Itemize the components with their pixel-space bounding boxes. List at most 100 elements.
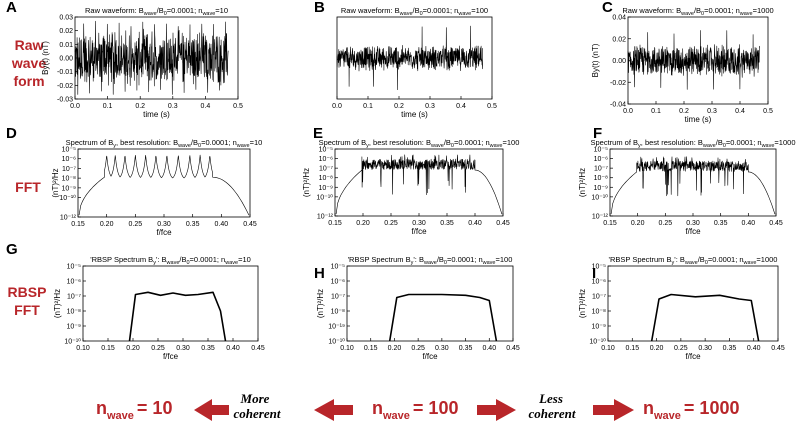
x-axis-label: f/fce xyxy=(685,352,701,361)
y-tick-label: 10⁻⁷ xyxy=(331,294,345,301)
title-text: ': B xyxy=(674,255,685,264)
y-tick-label: 10⁻⁸ xyxy=(62,176,76,183)
y-tick-label: 10⁻¹² xyxy=(592,214,609,221)
title-text: =100 xyxy=(495,255,512,264)
title-subscript: 0 xyxy=(723,143,726,149)
title-subscript: 0 xyxy=(705,260,708,266)
title-text: /B xyxy=(191,138,198,147)
y-tick-label: 10⁻¹⁰ xyxy=(59,194,76,202)
series-line xyxy=(388,293,498,342)
row-label-raw-waveform: Raw wave form xyxy=(11,37,46,89)
title-text: 'RBSP Spectrum B xyxy=(90,255,153,264)
x-tick-label: 0.1 xyxy=(363,103,373,110)
x-tick-label: 0.15 xyxy=(101,345,115,352)
n-subscript-2: wave xyxy=(382,410,410,422)
y-tick-label: 10⁻⁵ xyxy=(62,147,76,154)
x-tick-label: 0.45 xyxy=(769,220,783,227)
x-tick-label: 0.45 xyxy=(771,345,785,352)
x-tick-label: 0.30 xyxy=(698,345,712,352)
panel-title: 'RBSP Spectrum By': Bwave/B0=0.0001; nwa… xyxy=(90,255,251,266)
x-tick-label: 0.2 xyxy=(135,103,145,110)
x-tick-label: 0.40 xyxy=(482,345,496,352)
title-text: /B xyxy=(716,138,723,147)
title-text: , best resolution: B xyxy=(116,138,178,147)
title-subscript: y xyxy=(153,260,156,266)
title-subscript: wave xyxy=(143,11,157,17)
panel-letter: D xyxy=(6,125,17,142)
title-text: =0.0001; n xyxy=(190,255,226,264)
title-text: =0.0001; n xyxy=(454,138,490,147)
y-tick-label: 10⁻¹² xyxy=(317,214,334,221)
less-coherent-line2: coherent xyxy=(529,406,576,421)
n-wave-10-label: nwave = 10 xyxy=(96,398,172,422)
x-tick-label: 0.2 xyxy=(679,108,689,115)
y-tick-label: 10⁻⁹ xyxy=(594,185,608,192)
series-line xyxy=(78,154,250,216)
y-tick-label: 0.04 xyxy=(612,15,626,22)
title-text: =0.0001; n xyxy=(447,255,483,264)
panel-d: D Spectrum of By, best resolution: Bwave/… xyxy=(6,125,262,237)
n-wave-100-label: nwave = 100 xyxy=(372,398,458,422)
title-subscript: wave xyxy=(482,260,496,266)
title-text: Raw waveform: B xyxy=(341,6,400,15)
x-tick-label: 0.20 xyxy=(650,345,664,352)
y-tick-label: -0.02 xyxy=(610,80,626,87)
x-tick-label: 0.35 xyxy=(714,220,728,227)
panel-title: Spectrum of By, best resolution: Bwave/B… xyxy=(66,138,263,149)
x-axis-label: f/fce xyxy=(411,227,427,236)
x-tick-label: 0.4 xyxy=(201,103,211,110)
y-axis-label: (nT)²/Hz xyxy=(53,289,62,318)
title-subscript: wave xyxy=(201,11,215,17)
y-tick-label: 10⁻⁸ xyxy=(592,309,606,316)
y-axis-label: (nT)²/Hz xyxy=(578,289,587,318)
row-label-raw-line1: Raw xyxy=(15,37,44,53)
x-tick-label: 0.25 xyxy=(411,345,425,352)
x-tick-label: 0.15 xyxy=(603,220,617,227)
y-tick-label: 10⁻¹⁰ xyxy=(591,193,608,201)
y-tick-label: 10⁻⁸ xyxy=(594,175,608,182)
x-tick-label: 0.40 xyxy=(742,220,756,227)
less-coherent-line1: Less xyxy=(538,391,563,406)
x-tick-label: 0.35 xyxy=(459,345,473,352)
n-symbol-3: n xyxy=(643,398,654,418)
panel-a: A Raw waveform: Bwave/B0=0.0001; nwave=10… xyxy=(6,0,243,119)
more-coherent-line1: More xyxy=(240,391,270,406)
n-wave-10-value: = 10 xyxy=(137,398,173,418)
title-text: /B xyxy=(157,6,164,15)
x-tick-label: 0.20 xyxy=(631,220,645,227)
title-text: /B xyxy=(179,255,186,264)
n-wave-1000-value: = 1000 xyxy=(684,398,740,418)
title-subscript: y xyxy=(672,260,675,266)
n-symbol-2: n xyxy=(372,398,383,418)
n-subscript: wave xyxy=(106,410,134,422)
panel-h: H'RBSP Spectrum By': Bwave/B0=0.0001; nw… xyxy=(314,255,520,361)
series-line xyxy=(650,293,760,342)
panel-title: Raw waveform: Bwave/B0=0.0001; nwave=100… xyxy=(622,6,773,17)
x-tick-label: 0.3 xyxy=(168,103,178,110)
title-text: /B xyxy=(698,255,705,264)
title-text: , best resolution: B xyxy=(641,138,703,147)
y-tick-label: 0.00 xyxy=(59,56,73,63)
title-subscript: wave xyxy=(236,143,250,149)
x-tick-label: 0.20 xyxy=(126,345,140,352)
title-text: Spectrum of B xyxy=(591,138,639,147)
x-axis-label: f/fce xyxy=(163,352,179,361)
x-axis-label: f/fce xyxy=(156,228,172,237)
title-text: , best resolution: B xyxy=(369,138,431,147)
title-subscript: wave xyxy=(177,143,191,149)
plot-frame xyxy=(82,265,259,342)
x-tick-label: 0.45 xyxy=(251,345,265,352)
x-tick-label: 0.40 xyxy=(226,345,240,352)
x-tick-label: 0.40 xyxy=(747,345,761,352)
row-label-fft: FFT xyxy=(15,179,41,195)
arrow-left-icon-2 xyxy=(314,399,353,421)
title-text: =1000 xyxy=(774,138,795,147)
n-wave-100-value: = 100 xyxy=(413,398,459,418)
x-tick-label: 0.30 xyxy=(176,345,190,352)
x-tick-label: 0.5 xyxy=(487,103,497,110)
title-subscript: 0 xyxy=(164,11,167,17)
title-subscript: 0 xyxy=(444,260,447,266)
x-tick-label: 0.4 xyxy=(456,103,466,110)
x-tick-label: 0.20 xyxy=(100,221,114,228)
